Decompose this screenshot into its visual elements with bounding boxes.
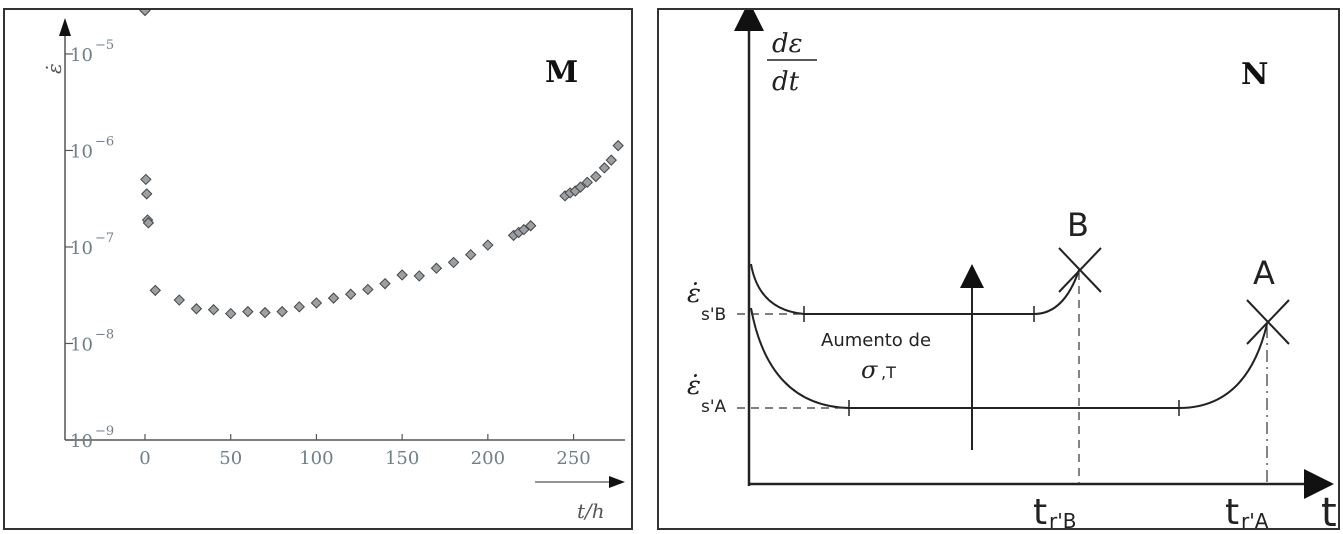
data-point — [207, 304, 220, 316]
annotation-temperature: ,T — [881, 363, 896, 382]
chart-panel-m: 10 −5 10 −6 10 −7 10 −8 10 −9 0 50 100 150 200 250 M t… — [3, 8, 633, 530]
data-point — [140, 173, 152, 186]
m-x-tick-label: 150 — [385, 448, 419, 469]
annotation-line-1: Aumento de — [821, 330, 931, 351]
data-point — [141, 188, 153, 200]
m-data-points — [139, 10, 624, 320]
eps-b-symbol: ε̇ — [687, 279, 701, 309]
tr-b-subscript: r'B — [1049, 509, 1076, 528]
m-x-tick-label: 100 — [299, 448, 333, 469]
data-point — [139, 10, 151, 17]
data-point — [518, 223, 530, 236]
m-y-tick-label: 10 — [70, 431, 93, 452]
data-point — [430, 262, 443, 274]
data-point — [345, 288, 357, 300]
data-point — [293, 301, 305, 313]
m-x-tick-label: 0 — [139, 448, 150, 469]
data-point — [149, 284, 161, 297]
m-y-tick-exponent: −7 — [95, 231, 114, 246]
tr-a-subscript: r'A — [1241, 509, 1269, 528]
m-y-tick-exponent: −9 — [95, 424, 114, 439]
data-point — [574, 181, 587, 193]
m-x-ticks: 0 50 100 150 200 250 — [139, 434, 591, 469]
rupture-mark-b-2 — [1058, 247, 1102, 293]
data-point — [225, 307, 237, 320]
m-x-tick-label: 250 — [556, 448, 590, 469]
annotation-sigma: σ — [861, 356, 878, 384]
data-point — [482, 239, 494, 251]
data-point — [525, 220, 537, 232]
eps-b-subscript: s'B — [701, 305, 726, 325]
curve-a — [750, 307, 1268, 409]
chart-panel-n: dε dt t N B A ε̇ s'B ε̇ s'A t r'B t r'A — [657, 8, 1340, 530]
tr-a-symbol: t — [1225, 492, 1239, 528]
data-point — [590, 170, 602, 183]
curve-a-label: A — [1253, 254, 1275, 292]
m-y-tick-exponent: −6 — [95, 134, 114, 149]
n-y-label-numerator: dε — [772, 29, 803, 59]
data-point — [142, 217, 155, 229]
m-x-tick-label: 200 — [471, 448, 505, 469]
m-y-tick-exponent: −5 — [95, 38, 114, 53]
data-point — [413, 270, 425, 282]
n-y-label-denominator: dt — [772, 67, 800, 97]
data-point — [310, 297, 323, 309]
data-point — [447, 256, 460, 269]
data-point — [259, 306, 271, 319]
x-axis-label: t/h — [577, 499, 605, 523]
rupture-mark-a-2 — [1246, 299, 1290, 345]
m-x-tick-label: 50 — [219, 448, 242, 469]
data-point — [190, 303, 203, 315]
data-point — [173, 294, 185, 306]
m-y-tick-label: 10 — [70, 45, 93, 66]
m-y-tick-exponent: −8 — [95, 327, 114, 342]
y-axis-label: ε̇ — [42, 63, 66, 74]
data-point — [379, 277, 391, 290]
eps-a-subscript: s'A — [701, 397, 727, 417]
m-y-tick-label: 10 — [70, 334, 93, 355]
strain-rate-scatter-chart: 10−510−610−710−810−9 0 50 100 150 200 250 M t… — [42, 10, 625, 523]
m-x-label-arrow — [609, 476, 625, 488]
data-point — [465, 248, 477, 261]
eps-a-symbol: ε̇ — [687, 371, 701, 401]
data-point — [581, 176, 593, 189]
panel-label-m: M — [545, 55, 578, 90]
data-point — [276, 305, 288, 318]
data-point — [605, 154, 617, 166]
data-point — [396, 269, 408, 281]
creep-rate-diagram: dε dt t N B A ε̇ s'B ε̇ s'A t r'B t r'A — [687, 10, 1337, 528]
m-y-axis-arrow — [59, 18, 71, 36]
data-point — [598, 162, 611, 174]
data-point — [362, 283, 374, 296]
curve-b — [750, 263, 1080, 315]
data-point — [327, 292, 340, 304]
data-point — [242, 305, 254, 318]
m-axes — [59, 18, 625, 488]
data-point — [612, 139, 624, 152]
n-x-label: t — [1321, 490, 1337, 528]
panel-label-n: N — [1241, 57, 1268, 92]
m-y-tick-label: 10 — [70, 238, 93, 259]
m-y-ticks: 10−510−610−710−810−9 — [65, 38, 114, 452]
tr-b-symbol: t — [1033, 492, 1047, 528]
m-y-tick-label: 10 — [70, 141, 93, 162]
curve-b-label: B — [1067, 206, 1089, 244]
